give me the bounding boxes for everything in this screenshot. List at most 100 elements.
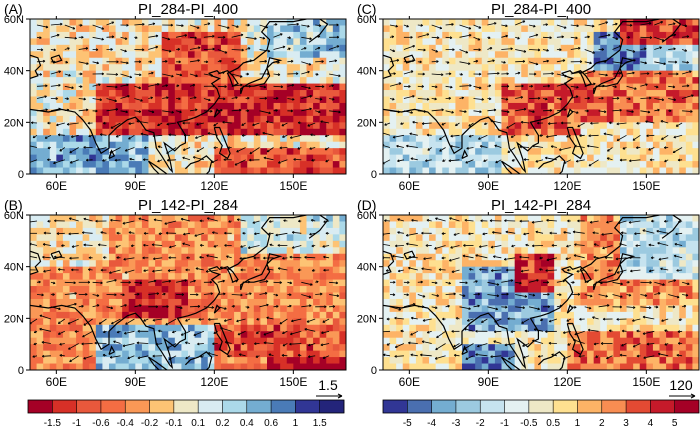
heatmap-cell — [181, 279, 189, 287]
heatmap-cell — [49, 266, 57, 274]
heatmap-cell — [666, 227, 674, 235]
heatmap-cell — [194, 227, 202, 235]
heatmap-cell — [62, 221, 70, 229]
heatmap-cell — [679, 266, 687, 274]
heatmap-cell — [155, 350, 163, 358]
heatmap-cell — [273, 227, 281, 235]
heatmap-cell — [435, 115, 443, 123]
heatmap-cell — [141, 148, 149, 156]
wind-vector — [223, 318, 232, 322]
wind-vector — [479, 145, 488, 148]
heatmap-cell — [554, 77, 562, 84]
heatmap-cell — [267, 298, 274, 306]
heatmap-cell — [62, 154, 70, 162]
heatmap-cell — [527, 25, 535, 33]
heatmap-cell — [508, 25, 516, 33]
heatmap-cell — [666, 31, 674, 39]
heatmap-cell — [593, 148, 601, 156]
heatmap-cell — [626, 25, 634, 33]
heatmap-cell — [260, 253, 268, 261]
heatmap-cell — [332, 253, 340, 261]
heatmap-cell — [606, 64, 614, 72]
heatmap-cell — [652, 247, 660, 255]
heatmap-cell — [554, 247, 562, 255]
wind-vector — [36, 95, 47, 99]
heatmap-cell — [49, 324, 57, 332]
heatmap-cell — [685, 122, 693, 130]
y-tick-label: 0 — [371, 169, 377, 181]
heatmap-cell — [109, 273, 116, 280]
heatmap-cell — [82, 337, 90, 345]
heatmap-cell — [76, 38, 84, 46]
heatmap-cell — [435, 298, 443, 306]
heatmap-cell — [115, 38, 123, 46]
heatmap-cell — [201, 90, 209, 97]
wind-vector — [136, 119, 149, 124]
heatmap-cell — [560, 279, 568, 287]
heatmap-cell — [646, 273, 654, 280]
wind-vector — [323, 268, 330, 272]
heatmap-cell — [339, 311, 346, 319]
heatmap-cell — [95, 31, 103, 39]
heatmap-cell — [501, 141, 509, 149]
heatmap-cell — [620, 25, 627, 33]
heatmap-cell — [409, 19, 417, 26]
wind-vector — [176, 279, 188, 283]
heatmap-cell — [30, 357, 37, 364]
heatmap-cell — [639, 38, 647, 46]
heatmap-cell — [135, 109, 143, 117]
heatmap-cell — [541, 51, 548, 59]
wind-vector — [106, 279, 117, 283]
heatmap-cell — [89, 96, 97, 104]
heatmap-cell — [253, 102, 261, 110]
heatmap-cell — [174, 234, 182, 242]
heatmap-cell — [181, 102, 189, 110]
heatmap-cell — [102, 350, 110, 358]
heatmap-cell — [207, 102, 215, 110]
heatmap-cell — [429, 38, 437, 46]
heatmap-cell — [280, 240, 288, 248]
heatmap-cell — [128, 154, 136, 162]
wind-vector — [315, 97, 323, 101]
heatmap-cell — [253, 115, 261, 123]
wind-vector — [672, 147, 683, 153]
heatmap-cell — [82, 273, 90, 280]
heatmap-cell — [89, 19, 97, 26]
wind-vector — [626, 110, 634, 113]
heatmap-cell — [319, 240, 327, 248]
heatmap-cell — [633, 57, 641, 65]
heatmap-cell — [207, 19, 215, 26]
heatmap-cell — [383, 25, 390, 33]
heatmap-cell — [49, 122, 57, 130]
heatmap-cell — [679, 292, 687, 300]
heatmap-cell — [475, 64, 483, 72]
heatmap-cell — [573, 102, 581, 110]
heatmap-cell — [475, 96, 483, 104]
heatmap-cell — [396, 51, 404, 59]
wind-vector — [397, 159, 404, 163]
wind-vector — [273, 60, 280, 64]
heatmap-cell — [534, 51, 542, 59]
wind-vector — [100, 231, 107, 234]
heatmap-cell — [181, 38, 189, 46]
wind-vector — [168, 256, 177, 260]
heatmap-cell — [280, 286, 288, 293]
heatmap-cell — [313, 102, 321, 110]
heatmap-cell — [174, 148, 182, 156]
heatmap-cell — [692, 167, 699, 174]
heatmap-cell — [633, 90, 641, 97]
heatmap-cell — [534, 167, 542, 174]
heatmap-cell — [448, 64, 456, 72]
heatmap-cell — [201, 266, 209, 274]
wind-vector — [189, 96, 197, 100]
heatmap-cell — [593, 227, 601, 235]
heatmap-cell — [580, 83, 588, 91]
heatmap-cell — [481, 19, 489, 26]
heatmap-cell — [685, 109, 693, 117]
heatmap-cell — [475, 141, 483, 149]
wind-vector — [483, 159, 488, 162]
heatmap-cell — [339, 141, 346, 149]
heatmap-cell — [488, 221, 496, 229]
heatmap-cell — [494, 83, 502, 91]
wind-vector — [259, 96, 268, 100]
